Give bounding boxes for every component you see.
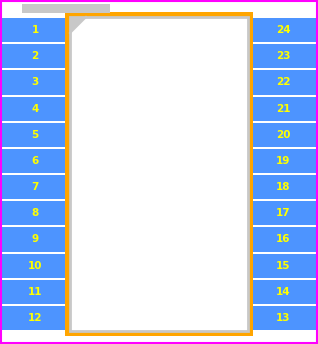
Text: 2: 2 xyxy=(31,51,38,61)
Text: 14: 14 xyxy=(276,287,290,297)
Text: 1: 1 xyxy=(31,25,38,35)
Text: 22: 22 xyxy=(276,77,290,87)
Text: 3: 3 xyxy=(31,77,38,87)
Text: 16: 16 xyxy=(276,234,290,245)
Text: 17: 17 xyxy=(276,208,290,218)
Text: 18: 18 xyxy=(276,182,290,192)
Bar xyxy=(250,280,316,304)
Bar xyxy=(250,18,316,42)
Bar xyxy=(2,306,68,330)
Bar xyxy=(2,201,68,225)
Text: 6: 6 xyxy=(31,156,38,166)
Text: 8: 8 xyxy=(31,208,38,218)
Text: 5: 5 xyxy=(31,130,38,140)
Bar xyxy=(2,149,68,173)
Text: 9: 9 xyxy=(31,234,38,245)
Bar xyxy=(250,123,316,147)
Text: 11: 11 xyxy=(28,287,42,297)
Bar xyxy=(250,306,316,330)
Text: 15: 15 xyxy=(276,261,290,271)
Bar xyxy=(2,280,68,304)
Polygon shape xyxy=(70,17,86,33)
Bar xyxy=(248,12,253,336)
Text: 24: 24 xyxy=(276,25,290,35)
Bar xyxy=(70,12,248,17)
Bar xyxy=(65,12,70,336)
Bar xyxy=(2,70,68,95)
Bar xyxy=(70,331,248,336)
Text: 7: 7 xyxy=(31,182,39,192)
Text: 10: 10 xyxy=(28,261,42,271)
Bar xyxy=(70,17,248,331)
Bar xyxy=(22,4,110,13)
Text: 4: 4 xyxy=(31,104,39,114)
Bar xyxy=(250,149,316,173)
Bar xyxy=(250,254,316,278)
Text: 20: 20 xyxy=(276,130,290,140)
Bar xyxy=(2,18,68,42)
Bar xyxy=(2,123,68,147)
Bar xyxy=(250,70,316,95)
Bar xyxy=(2,44,68,68)
Text: 21: 21 xyxy=(276,104,290,114)
Bar xyxy=(250,227,316,251)
Bar xyxy=(250,201,316,225)
Text: 23: 23 xyxy=(276,51,290,61)
Text: 19: 19 xyxy=(276,156,290,166)
Bar xyxy=(2,227,68,251)
Bar xyxy=(2,254,68,278)
Bar xyxy=(2,175,68,199)
Bar xyxy=(250,97,316,121)
Bar xyxy=(250,44,316,68)
Text: 13: 13 xyxy=(276,313,290,323)
Text: 12: 12 xyxy=(28,313,42,323)
Bar xyxy=(250,175,316,199)
Bar xyxy=(2,97,68,121)
